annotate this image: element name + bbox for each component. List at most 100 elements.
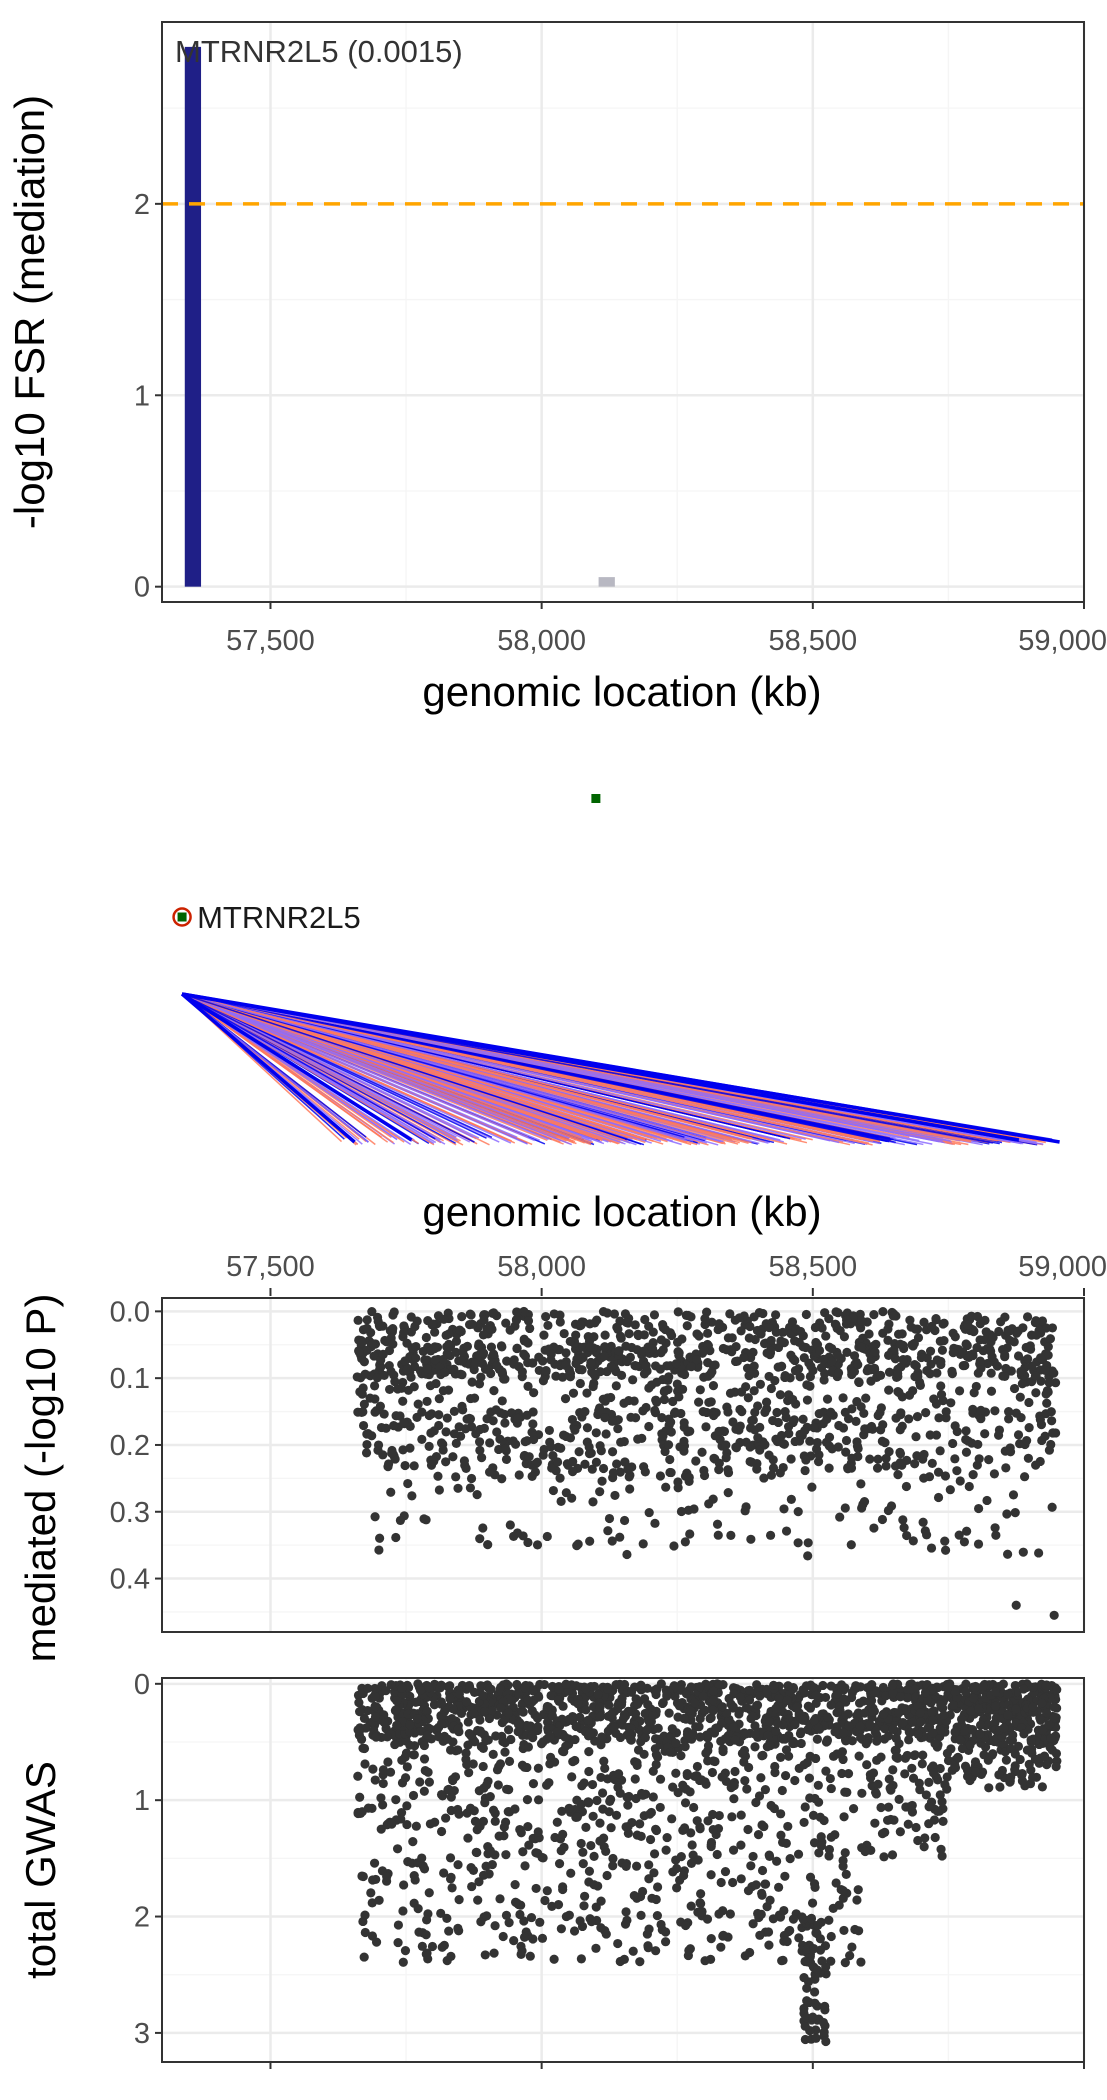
mediated-point	[925, 1430, 935, 1440]
mediated-point	[417, 1407, 427, 1417]
gwas-point	[1051, 1748, 1062, 1759]
mediated-point	[1017, 1379, 1027, 1389]
gwas-point	[804, 1773, 815, 1783]
gwas-y-tick-label: 0	[134, 1669, 150, 1701]
mediated-point	[796, 1326, 806, 1337]
gwas-point	[513, 1726, 523, 1737]
mediated-point	[369, 1351, 379, 1361]
gwas-point	[739, 1757, 749, 1767]
gwas-point	[545, 1752, 556, 1762]
fsr-y-tick-label: 0	[134, 572, 150, 604]
fsr-x-tick-label: 58,500	[768, 625, 857, 657]
mediated-point	[822, 1394, 833, 1404]
mediated-point	[950, 1332, 960, 1342]
gwas-point	[696, 1889, 706, 1899]
mediated-point	[714, 1319, 724, 1329]
mediated-point	[500, 1418, 510, 1428]
mediated-point	[402, 1365, 412, 1375]
mediated-point	[513, 1413, 523, 1424]
gwas-point	[822, 1712, 833, 1722]
gwas-point	[648, 1766, 658, 1776]
mediated-point	[958, 1347, 968, 1357]
mediated-point	[673, 1307, 683, 1317]
gwas-point	[1052, 1685, 1062, 1695]
mediated-point	[1013, 1430, 1024, 1440]
mediated-point	[969, 1327, 979, 1337]
gwas-point	[909, 1750, 919, 1761]
gwas-point	[602, 1870, 612, 1881]
mediated-point	[712, 1519, 723, 1529]
mediated-point	[623, 1464, 633, 1474]
mediated-point	[624, 1329, 634, 1339]
gwas-point	[916, 1717, 926, 1727]
gwas-point	[454, 1895, 464, 1905]
gwas-point	[589, 1851, 599, 1861]
mediated-point	[412, 1316, 422, 1326]
mediated-point	[505, 1520, 515, 1530]
mediated-point	[399, 1418, 409, 1428]
gwas-point	[621, 1822, 631, 1832]
gwas-point	[608, 1853, 618, 1864]
gwas-point	[569, 1926, 580, 1936]
mediated-point	[379, 1409, 389, 1419]
mediated-point	[921, 1408, 931, 1418]
mediated-point	[936, 1381, 946, 1391]
fsr-y-axis-ticks: 012	[134, 189, 162, 604]
mediated-point	[492, 1361, 502, 1371]
fsr-y-tick-label: 1	[134, 380, 150, 412]
gwas-point	[967, 1725, 978, 1735]
mediated-point	[1023, 1354, 1033, 1364]
gwas-point	[595, 1702, 605, 1712]
gene-snp-link	[181, 993, 480, 1139]
gwas-point	[655, 1802, 665, 1813]
gwas-point	[501, 1850, 511, 1860]
gwas-point	[510, 1880, 520, 1890]
mediated-point	[1047, 1416, 1057, 1426]
gwas-point	[596, 1772, 606, 1783]
mediated-point	[386, 1487, 396, 1497]
gwas-point	[917, 1759, 927, 1769]
mediated-point	[491, 1405, 501, 1415]
gwas-point	[1001, 1755, 1012, 1765]
gwas-point	[694, 1722, 704, 1732]
gwas-point	[730, 1735, 741, 1745]
mediated-point	[975, 1319, 985, 1329]
mediated-point	[400, 1460, 410, 1471]
gwas-point	[743, 1886, 754, 1896]
mediated-point	[421, 1515, 431, 1525]
gene-map-x-tick-label: 57,500	[226, 1251, 315, 1283]
mediated-point	[492, 1427, 502, 1437]
gwas-point	[832, 1749, 842, 1759]
gwas-point	[809, 1716, 819, 1726]
mediated-point	[372, 1373, 382, 1383]
mediated-point	[648, 1327, 658, 1337]
mediated-point	[954, 1386, 965, 1396]
gwas-point	[558, 1701, 568, 1711]
mediated-point	[807, 1482, 817, 1492]
gwas-point	[736, 1810, 746, 1820]
mediated-point	[650, 1518, 660, 1528]
mediated-point	[543, 1320, 553, 1331]
mediated-point	[584, 1449, 595, 1459]
gwas-point	[549, 1954, 559, 1964]
gwas-point	[576, 1954, 586, 1964]
gwas-point	[785, 1688, 795, 1698]
gwas-point	[820, 2001, 830, 2011]
gwas-point	[415, 1685, 426, 1695]
gwas-point	[436, 1718, 447, 1729]
mediated-point	[776, 1336, 786, 1346]
gwas-point	[750, 1742, 760, 1752]
gwas-point	[808, 2012, 818, 2022]
gwas-point	[928, 1768, 939, 1778]
mediated-point	[962, 1526, 972, 1536]
gwas-point	[510, 1897, 521, 1907]
mediated-point	[1044, 1378, 1054, 1388]
mediated-point	[1022, 1436, 1032, 1446]
mediated-point	[1016, 1366, 1026, 1377]
gwas-point	[957, 1743, 968, 1754]
gwas-point	[833, 1689, 843, 1700]
mediated-point	[560, 1394, 571, 1404]
mediated-point	[571, 1358, 581, 1369]
fsr-bar-annotation: MTRNR2L5 (0.0015)	[175, 34, 463, 69]
